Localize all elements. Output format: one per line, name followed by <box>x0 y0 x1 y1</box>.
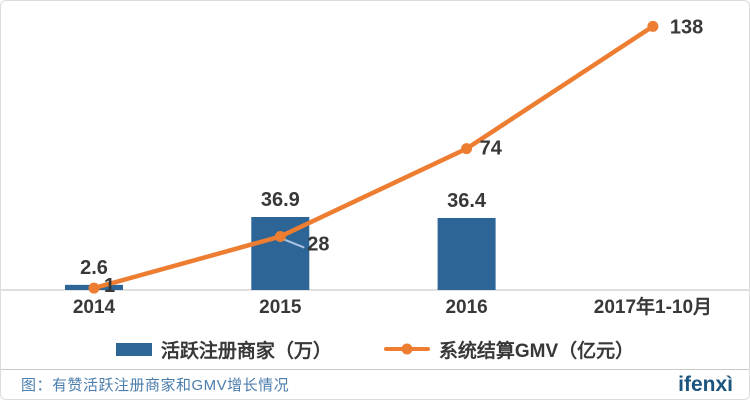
bar-swatch-icon <box>115 342 152 356</box>
figure-caption: 图：有赞活跃注册商家和GMV增长情况 <box>21 377 290 394</box>
gmv-point-2 <box>461 143 473 155</box>
bar-label-1: 36.9 <box>261 189 300 211</box>
bar-label-0: 2.6 <box>80 257 108 279</box>
gmv-line <box>91 24 656 291</box>
line-label-3: 138 <box>670 16 703 38</box>
line-label-0: 1 <box>104 275 115 297</box>
legend-label-merchants: 活跃注册商家（万） <box>160 340 332 362</box>
x-label-0: 2014 <box>73 297 116 318</box>
bar-2 <box>437 217 496 290</box>
legend: 活跃注册商家（万） 系统结算GMV（亿元） <box>1 333 749 365</box>
legend-item-merchants: 活跃注册商家（万） <box>115 336 332 363</box>
label-leader-line <box>283 238 305 249</box>
x-label-1: 2015 <box>259 297 302 318</box>
combo-chart: 2.6 36.9 36.4 1 28 74 138 2014 2015 2016 2017年1-10… <box>1 16 749 318</box>
line-label-2: 74 <box>480 138 503 160</box>
x-label-2: 2016 <box>445 297 487 318</box>
gmv-point-0 <box>88 282 100 294</box>
line-marker-icon <box>383 343 430 355</box>
bar-label-2: 36.4 <box>447 190 487 212</box>
footer: 图：有赞活跃注册商家和GMV增长情况 ifenxì <box>1 369 749 399</box>
legend-item-gmv: 系统结算GMV（亿元） <box>383 336 635 363</box>
gmv-point-3 <box>647 20 659 32</box>
x-label-3: 2017年1-10月 <box>594 295 712 318</box>
gmv-point-1 <box>274 231 286 243</box>
line-label-1: 28 <box>307 234 329 256</box>
legend-label-gmv: 系统结算GMV（亿元） <box>438 340 635 362</box>
ifenxi-logo: ifenxì <box>678 372 733 396</box>
line-dot-icon <box>401 343 413 355</box>
